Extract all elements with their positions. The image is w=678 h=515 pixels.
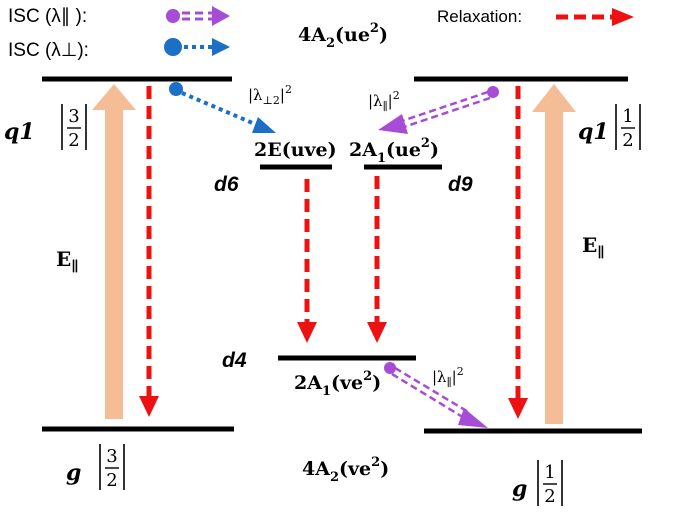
- isc-par-arrow-upper: [378, 86, 499, 134]
- svg-text:2: 2: [622, 130, 633, 151]
- bottom-level-label: 4A2(ve2): [302, 455, 389, 485]
- top-level-label: 4A2(ue2): [298, 21, 388, 51]
- excitation-arrow-left: [92, 84, 136, 419]
- d4-label: d4: [222, 349, 247, 372]
- legend-relaxation-symbol: [556, 8, 634, 26]
- svg-text:2: 2: [106, 470, 117, 491]
- left-q1-state: q1 3 2: [4, 104, 87, 151]
- energy-levels: [42, 76, 642, 434]
- relaxation-arrowheads: [139, 322, 528, 419]
- svg-text:q1: q1: [4, 119, 35, 145]
- svg-text:2: 2: [544, 486, 555, 507]
- left-g-state: g 3 2: [66, 444, 125, 491]
- svg-text:1: 1: [622, 106, 633, 127]
- excitation-arrow-right: [532, 84, 576, 424]
- rate-par-lower-label: |λ∥|2: [432, 365, 464, 389]
- legend-isc-par-label: ISC (λ∥ ):: [8, 6, 87, 27]
- right-q1-state: q1 1 2: [578, 104, 641, 151]
- d6-label: d6: [214, 173, 239, 196]
- legend-relaxation-label: Relaxation:: [437, 7, 522, 26]
- state-2a1-lower-label: 2A1(ve2): [294, 369, 381, 399]
- state-2e-label: 2E(uve): [254, 139, 337, 161]
- rate-perp-label: |λ⊥2|2: [248, 83, 292, 107]
- svg-text:3: 3: [106, 446, 117, 467]
- isc-perp-arrow: [169, 82, 276, 133]
- svg-text:3: 3: [68, 106, 79, 127]
- left-excitation-label: E∥: [56, 247, 79, 275]
- right-g-state: g 1 2: [512, 460, 563, 507]
- legend-isc-perp-label: ISC (λ⊥):: [8, 40, 89, 61]
- state-2a1-upper-label: 2A1(ue2): [349, 136, 439, 166]
- d9-label: d9: [448, 173, 473, 196]
- excitation-arrows: [92, 84, 576, 424]
- svg-text:2: 2: [68, 130, 79, 151]
- isc-par-arrow-lower: [384, 362, 488, 428]
- relaxation-arrows: [146, 86, 521, 400]
- right-excitation-label: E∥: [582, 233, 605, 261]
- rate-par-upper-label: |λ∥|2: [368, 89, 400, 113]
- legend-isc-par-symbol: [166, 6, 230, 26]
- svg-text:q1: q1: [578, 119, 609, 145]
- svg-text:g: g: [66, 460, 81, 486]
- svg-text:1: 1: [544, 462, 555, 483]
- legend: ISC (λ∥ ): ISC (λ⊥): Relaxation:: [8, 6, 634, 61]
- svg-text:g: g: [512, 476, 527, 502]
- legend-isc-perp-symbol: [164, 38, 230, 56]
